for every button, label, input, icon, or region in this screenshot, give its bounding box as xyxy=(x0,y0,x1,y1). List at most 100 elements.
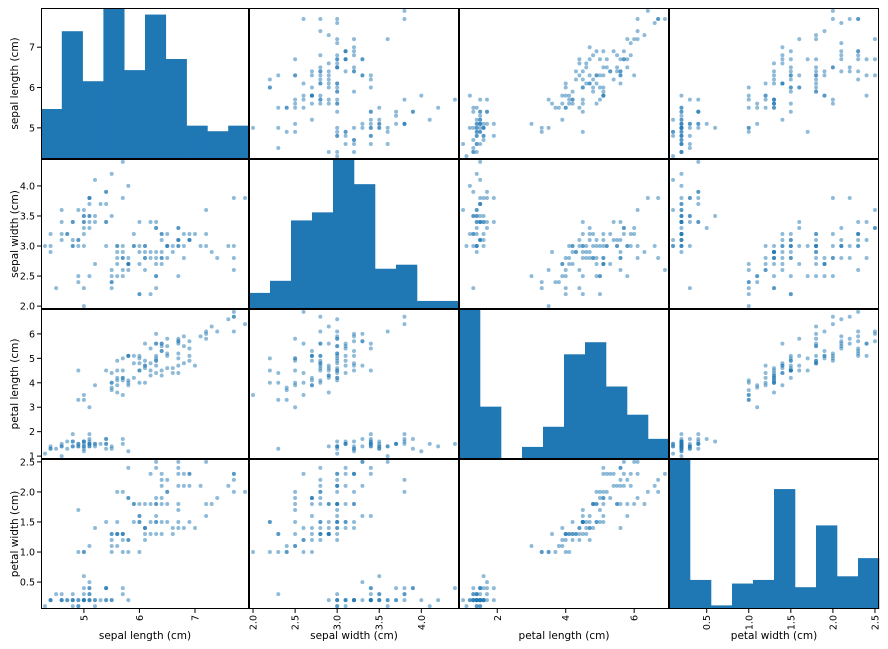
scatter-point xyxy=(301,309,306,314)
scatter-point xyxy=(529,274,534,279)
scatter-point xyxy=(601,244,606,249)
scatter-point xyxy=(326,61,331,66)
scatter-point xyxy=(772,69,776,74)
scatter-point xyxy=(577,57,582,62)
scatter-point xyxy=(165,232,170,236)
scatter-point xyxy=(679,232,684,236)
scatter-point xyxy=(154,532,159,536)
scatter-point xyxy=(618,501,623,506)
scatter-point xyxy=(814,238,819,243)
scatter-point xyxy=(763,81,768,86)
scatter-point xyxy=(611,49,616,54)
scatter-point xyxy=(478,113,483,118)
scatter-point xyxy=(587,225,592,230)
scatter-point xyxy=(580,274,585,279)
scatter-point xyxy=(410,109,415,114)
scatter-point xyxy=(546,97,551,102)
scatter-point xyxy=(604,57,609,62)
scatter-point xyxy=(115,262,120,267)
scatter-point xyxy=(822,356,827,361)
scatter-point xyxy=(104,437,109,441)
scatter-point xyxy=(560,544,565,549)
scatter-point xyxy=(436,444,441,449)
scatter-point xyxy=(580,244,585,249)
scatter-point xyxy=(746,378,751,383)
cell-sepal-length-vs-sepal-length xyxy=(41,8,250,160)
scatter-point xyxy=(251,393,256,397)
scatter-point xyxy=(621,459,626,464)
scatter-point xyxy=(597,57,602,62)
cell-sepal-length-vs-petal-width xyxy=(669,8,879,159)
scatter-point xyxy=(746,286,751,291)
scatter-point xyxy=(343,598,348,603)
scatter-point xyxy=(104,219,109,224)
scatter-point xyxy=(335,101,340,106)
scatter-point xyxy=(632,73,637,78)
scatter-point xyxy=(181,525,186,530)
scatter-point xyxy=(591,525,596,530)
scatter-point xyxy=(360,580,365,585)
scatter-point xyxy=(93,525,97,530)
scatter-point xyxy=(621,57,626,62)
scatter-point xyxy=(176,244,181,249)
scatter-point xyxy=(143,268,147,273)
scatter-point xyxy=(587,250,592,255)
scatter-point xyxy=(326,33,331,38)
scatter-point xyxy=(335,592,340,597)
scatter-point xyxy=(580,513,585,518)
scatter-point xyxy=(419,449,424,454)
scatter-point xyxy=(471,586,476,591)
scatter-point xyxy=(231,489,236,494)
scatter-point xyxy=(251,125,256,130)
x-tick-label: 0.5 xyxy=(702,615,713,630)
scatter-point xyxy=(81,586,86,591)
scatter-point xyxy=(746,262,751,267)
scatter-point xyxy=(65,598,70,603)
cell-frame xyxy=(249,309,459,459)
histogram-bar xyxy=(103,9,125,159)
scatter-point xyxy=(120,368,125,373)
scatter-point xyxy=(154,341,159,346)
scatter-point xyxy=(814,324,819,329)
scatter-point xyxy=(109,538,114,543)
scatter-point xyxy=(772,81,776,86)
scatter-point xyxy=(81,304,86,309)
scatter-point xyxy=(76,238,81,243)
scatter-point xyxy=(474,129,479,134)
scatter-point xyxy=(335,471,340,476)
scatter-point xyxy=(204,207,209,212)
scatter-point xyxy=(471,592,476,597)
scatter-point xyxy=(822,262,827,267)
scatter-point xyxy=(352,334,356,339)
scatter-point xyxy=(556,544,561,549)
scatter-point xyxy=(352,489,356,494)
scatter-point xyxy=(243,195,247,200)
scatter-point xyxy=(830,16,835,21)
scatter-point xyxy=(780,256,785,261)
histogram-bar xyxy=(648,438,670,459)
scatter-point xyxy=(115,375,120,380)
scatter-point xyxy=(601,262,606,267)
scatter-point xyxy=(301,550,306,555)
scatter-point xyxy=(788,77,793,82)
scatter-point xyxy=(591,232,596,236)
scatter-point xyxy=(402,97,407,102)
scatter-point xyxy=(231,195,236,200)
scatter-point xyxy=(625,274,630,279)
scatter-point xyxy=(87,580,92,585)
scatter-point xyxy=(814,244,819,249)
scatter-point xyxy=(814,69,819,74)
scatter-point xyxy=(839,57,844,62)
scatter-point xyxy=(335,489,340,494)
scatter-point xyxy=(591,89,596,94)
scatter-point xyxy=(625,57,630,62)
scatter-point xyxy=(352,349,356,353)
scatter-point xyxy=(176,339,181,344)
scatter-point xyxy=(137,380,142,385)
scatter-point xyxy=(696,189,701,194)
scatter-point xyxy=(394,586,399,591)
scatter-point xyxy=(301,341,306,346)
scatter-point xyxy=(87,432,92,437)
histogram-bar xyxy=(585,342,607,459)
scatter-point xyxy=(352,368,356,373)
